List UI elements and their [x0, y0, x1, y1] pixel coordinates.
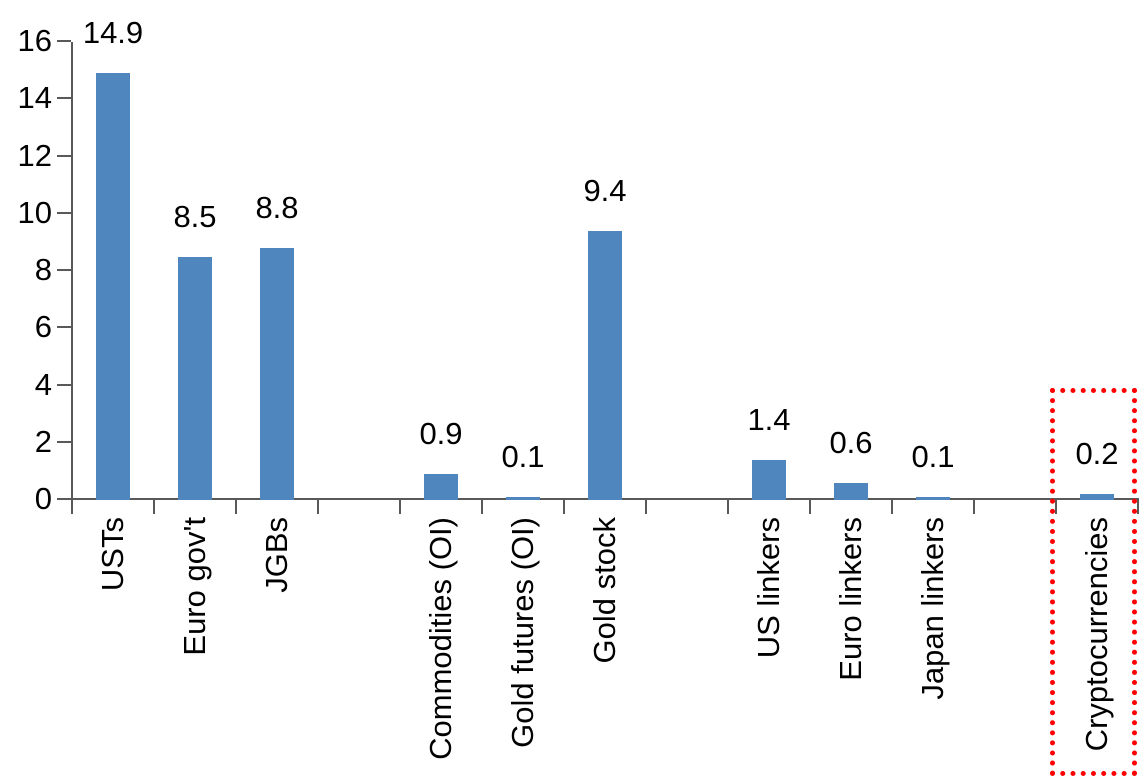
- category-label-commodities-oi: Commodities (OI): [421, 517, 461, 760]
- x-tick: [317, 500, 319, 514]
- y-axis-tick-label: 14: [17, 80, 52, 116]
- x-tick: [71, 500, 73, 514]
- value-label-commodities-oi: 0.9: [419, 416, 463, 452]
- value-label-japan-linkers: 0.1: [911, 439, 955, 475]
- bar-japan-linkers: [916, 497, 950, 500]
- category-label-us-linkers: US linkers: [749, 517, 789, 658]
- y-axis-tick-label: 2: [34, 423, 52, 459]
- y-tick: [57, 440, 71, 443]
- category-label-japan-linkers: Japan linkers: [913, 517, 953, 700]
- x-tick: [235, 500, 237, 514]
- y-axis-tick-label: 10: [17, 194, 52, 230]
- y-tick: [57, 154, 71, 157]
- value-label-cryptocurrencies: 0.2: [1075, 436, 1119, 472]
- value-label-gold-stock: 9.4: [583, 172, 627, 208]
- bar-euro-gov-t: [178, 256, 212, 500]
- y-tick: [57, 269, 71, 271]
- x-tick: [809, 500, 811, 514]
- y-axis-tick-label: 4: [34, 366, 52, 402]
- y-axis-tick-label: 16: [17, 23, 52, 58]
- value-label-usts: 14.9: [82, 15, 144, 51]
- category-label-text: Euro linkers: [833, 517, 868, 681]
- category-label-text: Gold futures (OI): [505, 517, 540, 748]
- y-tick: [57, 498, 71, 500]
- y-axis-tick-label: 0: [34, 481, 52, 516]
- x-tick: [973, 500, 975, 514]
- bar-us-linkers: [752, 459, 786, 500]
- category-label-text: JGBs: [259, 517, 294, 593]
- value-label-jgbs: 8.8: [255, 190, 299, 226]
- bar-cryptocurrencies: [1080, 494, 1114, 500]
- x-tick: [1137, 500, 1139, 514]
- y-axis-line: [71, 42, 73, 501]
- category-label-gold-stock: Gold stock: [585, 517, 625, 663]
- bar-gold-stock: [588, 230, 622, 500]
- category-label-usts: USTs: [93, 517, 133, 591]
- x-tick: [481, 500, 483, 514]
- category-label-text: Gold stock: [587, 517, 622, 664]
- category-label-text: Euro gov't: [177, 517, 212, 656]
- bar-gold-futures-oi: [506, 497, 540, 500]
- bar-usts: [96, 73, 130, 500]
- y-axis-tick-label: 8: [34, 252, 52, 287]
- bar-commodities-oi: [424, 474, 458, 500]
- bar-jgbs: [260, 248, 294, 500]
- category-label-euro-linkers: Euro linkers: [831, 517, 871, 681]
- value-label-euro-gov-t: 8.5: [173, 198, 217, 234]
- x-tick: [645, 500, 647, 514]
- value-label-euro-linkers: 0.6: [829, 424, 873, 460]
- value-label-us-linkers: 1.4: [747, 401, 791, 437]
- category-label-jgbs: JGBs: [257, 517, 297, 593]
- y-axis-tick-label: 12: [17, 137, 52, 173]
- bar-euro-linkers: [834, 482, 868, 500]
- y-tick: [57, 211, 71, 214]
- x-tick: [563, 500, 565, 514]
- value-label-gold-futures-oi: 0.1: [501, 439, 545, 475]
- category-label-text: US linkers: [751, 517, 786, 659]
- y-tick: [57, 383, 71, 386]
- x-tick: [727, 500, 729, 514]
- category-label-gold-futures-oi: Gold futures (OI): [503, 517, 543, 748]
- x-tick: [1055, 500, 1057, 514]
- category-label-text: USTs: [95, 517, 130, 592]
- highlight-box-cryptocurrencies: [1050, 388, 1137, 776]
- x-tick: [891, 500, 893, 514]
- x-tick: [399, 500, 401, 514]
- category-label-euro-gov-t: Euro gov't: [175, 517, 215, 656]
- category-label-text: Commodities (OI): [423, 517, 458, 760]
- y-tick: [57, 97, 71, 100]
- x-tick: [153, 500, 155, 514]
- y-tick: [57, 326, 71, 329]
- y-axis-tick-label: 6: [34, 309, 52, 345]
- category-label-text: Japan linkers: [915, 517, 950, 700]
- y-tick: [57, 40, 71, 42]
